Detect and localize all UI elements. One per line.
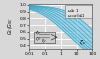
Text: $\omega \geq 1$: $\omega \geq 1$ (67, 7, 79, 14)
Text: $\omega\!=\!\alpha_0\!\leq\!1$: $\omega\!=\!\alpha_0\!\leq\!1$ (67, 13, 86, 20)
Text: $\zeta_0$: $\zeta_0$ (35, 35, 41, 43)
Text: $\zeta_v$: $\zeta_v$ (35, 29, 41, 37)
FancyBboxPatch shape (65, 5, 93, 18)
Y-axis label: $G_C/G_{0C}$: $G_C/G_{0C}$ (7, 17, 15, 35)
Text: $\xi_v$: $\xi_v$ (41, 37, 47, 45)
Text: $\zeta_v$: $\zeta_v$ (78, 38, 86, 47)
Bar (34, 32, 55, 43)
